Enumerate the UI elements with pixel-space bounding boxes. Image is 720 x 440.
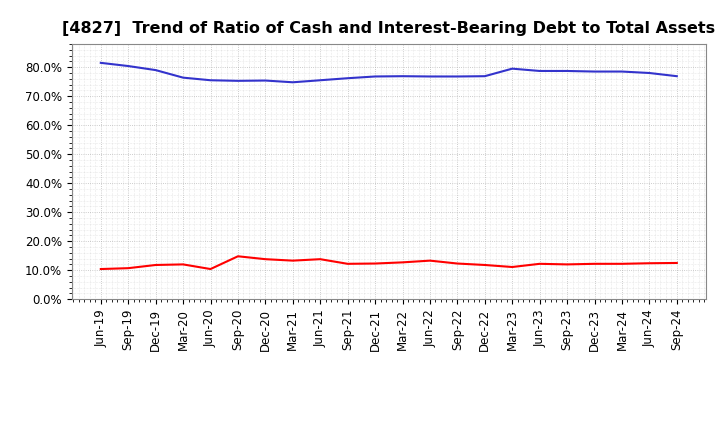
- Cash: [233, 253, 242, 259]
- Cash: [343, 261, 352, 267]
- Cash: [179, 262, 187, 267]
- Legend: Cash, Interest-Bearing Debt: Cash, Interest-Bearing Debt: [245, 439, 533, 440]
- Interest-Bearing Debt: [563, 68, 572, 73]
- Cash: [536, 261, 544, 267]
- Cash: [645, 260, 654, 266]
- Interest-Bearing Debt: [261, 78, 270, 83]
- Cash: [426, 258, 434, 263]
- Title: [4827]  Trend of Ratio of Cash and Interest-Bearing Debt to Total Assets: [4827] Trend of Ratio of Cash and Intere…: [62, 21, 716, 36]
- Cash: [124, 265, 132, 271]
- Interest-Bearing Debt: [508, 66, 516, 71]
- Cash: [480, 262, 489, 268]
- Interest-Bearing Debt: [124, 63, 132, 69]
- Cash: [672, 260, 681, 266]
- Cash: [453, 261, 462, 266]
- Interest-Bearing Debt: [590, 69, 599, 74]
- Cash: [398, 260, 407, 265]
- Interest-Bearing Debt: [426, 74, 434, 79]
- Interest-Bearing Debt: [343, 76, 352, 81]
- Cash: [618, 261, 626, 267]
- Interest-Bearing Debt: [316, 77, 325, 83]
- Interest-Bearing Debt: [371, 74, 379, 79]
- Cash: [563, 262, 572, 267]
- Interest-Bearing Debt: [480, 73, 489, 79]
- Cash: [261, 257, 270, 262]
- Line: Cash: Cash: [101, 256, 677, 269]
- Interest-Bearing Debt: [618, 69, 626, 74]
- Cash: [289, 258, 297, 263]
- Interest-Bearing Debt: [398, 73, 407, 79]
- Interest-Bearing Debt: [536, 68, 544, 73]
- Interest-Bearing Debt: [672, 73, 681, 79]
- Interest-Bearing Debt: [179, 75, 187, 80]
- Interest-Bearing Debt: [151, 67, 160, 73]
- Cash: [206, 266, 215, 271]
- Interest-Bearing Debt: [96, 60, 105, 66]
- Cash: [151, 262, 160, 268]
- Cash: [590, 261, 599, 267]
- Line: Interest-Bearing Debt: Interest-Bearing Debt: [101, 63, 677, 82]
- Cash: [371, 261, 379, 266]
- Cash: [96, 266, 105, 271]
- Interest-Bearing Debt: [289, 80, 297, 85]
- Interest-Bearing Debt: [233, 78, 242, 84]
- Interest-Bearing Debt: [206, 77, 215, 83]
- Cash: [316, 257, 325, 262]
- Interest-Bearing Debt: [453, 74, 462, 79]
- Interest-Bearing Debt: [645, 70, 654, 76]
- Cash: [508, 264, 516, 270]
